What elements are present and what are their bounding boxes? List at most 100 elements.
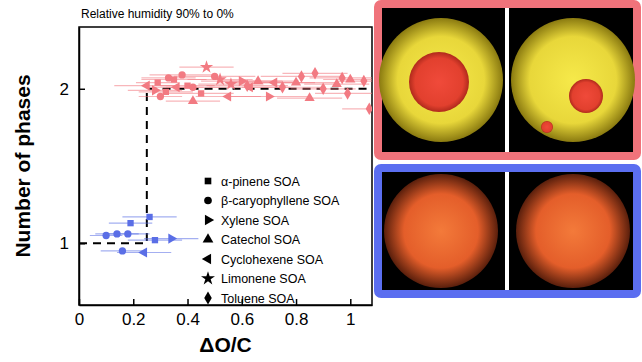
legend-label: Catechol SOA xyxy=(221,233,301,247)
y-axis: 12 xyxy=(60,28,85,306)
data-point xyxy=(165,74,172,81)
legend-marker xyxy=(201,271,215,284)
data-point xyxy=(213,73,226,86)
data-point xyxy=(298,70,305,82)
series-points xyxy=(200,60,238,90)
particle xyxy=(516,174,630,288)
data-point xyxy=(141,81,150,91)
data-point xyxy=(305,92,315,101)
x-tick-label: 0 xyxy=(75,310,84,329)
chart-title: Relative humidity 90% to 0% xyxy=(81,7,234,21)
x-tick-label: 1 xyxy=(346,310,355,329)
data-point xyxy=(152,85,161,95)
x-tick-mark xyxy=(187,299,189,305)
x-axis-title: ΔO/C xyxy=(199,333,251,356)
data-point xyxy=(244,79,251,91)
x-tick-label: 0.6 xyxy=(230,310,254,329)
y-axis-title: Number of phases xyxy=(11,74,34,257)
y-tick-mark xyxy=(79,89,85,91)
divider xyxy=(505,8,509,152)
legend-label: Xylene SOA xyxy=(221,214,290,228)
data-point xyxy=(127,220,133,226)
data-point xyxy=(224,77,237,90)
series-points xyxy=(138,78,277,258)
data-point xyxy=(146,214,152,220)
x-tick: 0.4 xyxy=(176,299,200,329)
plot-area xyxy=(79,60,372,257)
series xyxy=(128,81,310,239)
series xyxy=(109,80,234,241)
data-point xyxy=(344,87,351,99)
y-tick-label: 1 xyxy=(60,234,69,253)
series-points xyxy=(244,67,372,115)
micrographs xyxy=(378,4,637,294)
particle-shell xyxy=(379,18,503,142)
data-point xyxy=(157,93,164,100)
legend-marker xyxy=(205,178,212,185)
series-points xyxy=(188,74,356,104)
data-point xyxy=(222,91,231,101)
data-point xyxy=(345,74,355,83)
data-point xyxy=(360,75,367,87)
threshold-line xyxy=(79,89,372,243)
legend-label: Limonene SOA xyxy=(221,272,306,286)
legend-marker xyxy=(204,197,212,205)
x-tick-label: 0.8 xyxy=(285,310,309,329)
legend-label: Toluene SOA xyxy=(221,292,295,306)
data-point xyxy=(124,230,131,237)
legend-label: Cyclohexene SOA xyxy=(221,253,324,267)
data-point xyxy=(200,60,213,73)
data-point xyxy=(138,247,147,257)
data-point xyxy=(198,90,204,96)
data-point xyxy=(279,81,286,93)
two-phase-panel xyxy=(378,4,637,156)
particle-core xyxy=(569,79,603,113)
y-tick: 2 xyxy=(60,80,85,99)
particle-core xyxy=(409,52,469,112)
data-point xyxy=(339,72,346,84)
legend: α-pinene SOA β-caryophyllene SOA Xylene SO… xyxy=(201,175,340,306)
data-point xyxy=(188,95,198,104)
x-tick: 0.2 xyxy=(122,299,146,329)
particle xyxy=(384,174,498,288)
data-point xyxy=(320,83,327,95)
data-point xyxy=(119,247,126,254)
figure: Relative humidity 90% to 0% 0 0.2 0.4 0.6 0.8… xyxy=(0,0,642,362)
x-tick-mark xyxy=(350,299,352,305)
data-point xyxy=(168,233,177,243)
y-tick-label: 2 xyxy=(60,80,69,99)
data-point xyxy=(178,71,185,78)
data-point xyxy=(113,230,120,237)
legend-label: α-pinene SOA xyxy=(221,175,300,189)
x-tick: 1 xyxy=(346,299,355,329)
data-point xyxy=(171,82,180,92)
data-point xyxy=(152,237,158,243)
data-point xyxy=(102,232,109,239)
one-phase-panel xyxy=(378,168,637,294)
x-tick-mark xyxy=(296,299,298,305)
data-point xyxy=(311,67,318,79)
series xyxy=(207,73,372,109)
data-point xyxy=(155,79,161,85)
data-point xyxy=(253,75,263,84)
x-tick-label: 0.2 xyxy=(122,310,146,329)
series-points xyxy=(127,76,204,243)
legend-marker xyxy=(202,254,211,265)
particle-inclusion xyxy=(541,121,553,133)
data-point xyxy=(268,78,277,88)
legend-marker xyxy=(203,233,214,242)
x-tick-mark xyxy=(133,299,135,305)
series xyxy=(114,83,315,253)
divider xyxy=(505,172,509,290)
legend-label: β-caryophyllene SOA xyxy=(221,194,340,208)
data-point xyxy=(266,91,275,101)
data-point xyxy=(163,89,169,95)
legend-marker xyxy=(204,291,212,304)
series-points xyxy=(102,71,218,254)
x-tick-label: 0.4 xyxy=(176,310,200,329)
data-point xyxy=(189,84,196,91)
legend-marker xyxy=(205,215,214,226)
y-axis-line xyxy=(79,28,81,306)
particle-shell xyxy=(511,18,635,142)
data-point xyxy=(366,103,372,115)
